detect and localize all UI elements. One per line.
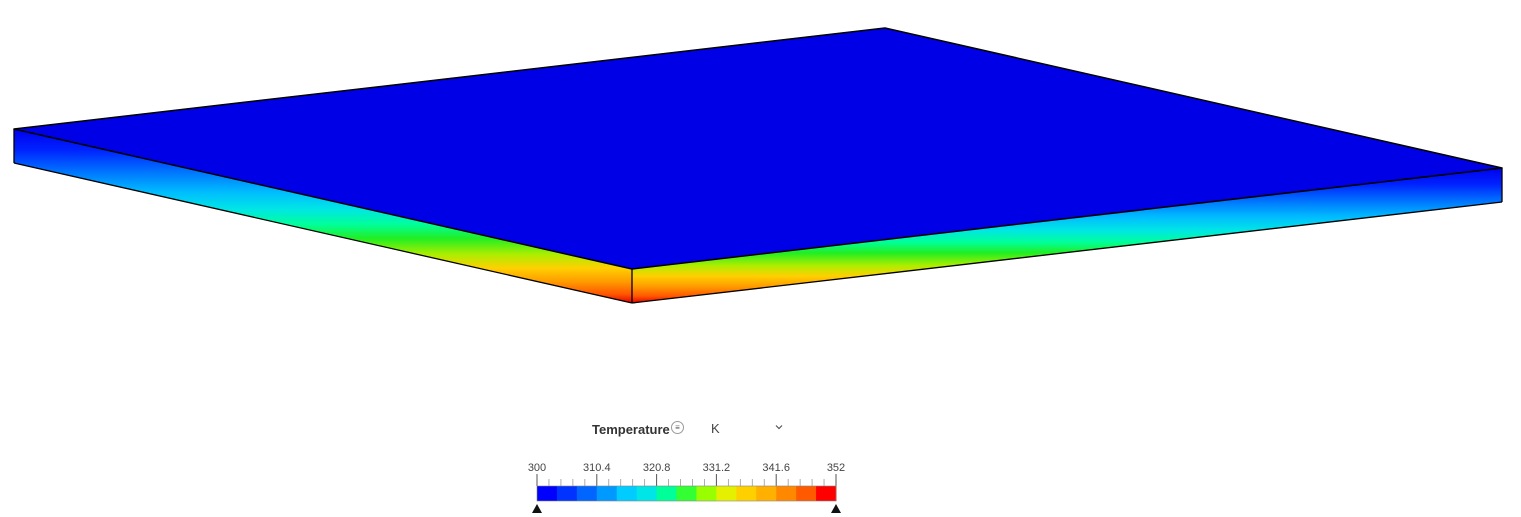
plate-edges bbox=[13, 129, 1503, 304]
colorbar-tick-label: 341.6 bbox=[762, 462, 790, 474]
3d-viewport[interactable] bbox=[0, 0, 1521, 400]
unit-value: K bbox=[711, 421, 720, 436]
color-legend: Temperature ≡ K 300 310.4 320.8 331.2 341.6 3… bbox=[520, 416, 860, 517]
unit-dropdown[interactable]: K bbox=[704, 418, 790, 440]
colorbar: 300 310.4 320.8 331.2 341.6 352 bbox=[528, 462, 845, 513]
colorbar-swatch bbox=[776, 486, 797, 501]
colorbar-swatch bbox=[616, 486, 638, 501]
plate-side-right bbox=[632, 168, 1502, 303]
colorbar-tick-label: 331.2 bbox=[703, 462, 731, 474]
range-min-handle[interactable] bbox=[532, 504, 542, 513]
colorbar-swatch bbox=[676, 486, 697, 501]
colorbar-tick-label: 352 bbox=[827, 462, 845, 474]
plate-top-face bbox=[13, 27, 1503, 270]
chevron-down-icon bbox=[775, 425, 783, 430]
legend-header: Temperature ≡ K bbox=[520, 416, 860, 442]
colorbar-swatch bbox=[576, 486, 598, 501]
colorbar-swatch bbox=[716, 486, 737, 501]
colorbar-tick-label: 300 bbox=[528, 462, 546, 474]
list-menu-icon[interactable]: ≡ bbox=[671, 421, 684, 434]
colorbar-frame bbox=[536, 485, 837, 502]
colorbar-swatch bbox=[596, 486, 618, 501]
colorbar-tick-label: 310.4 bbox=[583, 462, 611, 474]
colorbar-swatch bbox=[796, 486, 817, 501]
colorbar-swatch bbox=[537, 486, 558, 501]
colorbar-swatch bbox=[736, 486, 757, 501]
colorbar-swatch bbox=[756, 486, 777, 501]
legend-title[interactable]: Temperature bbox=[592, 422, 670, 437]
plate-side-left bbox=[14, 129, 632, 303]
colorbar-swatch bbox=[696, 486, 717, 501]
colorbar-swatch bbox=[816, 486, 837, 501]
colorbar-swatch bbox=[556, 486, 578, 501]
colorbar-swatch bbox=[656, 486, 678, 501]
colorbar-swatch bbox=[636, 486, 658, 501]
colorbar-tick-label: 320.8 bbox=[643, 462, 671, 474]
range-max-handle[interactable] bbox=[831, 504, 841, 513]
